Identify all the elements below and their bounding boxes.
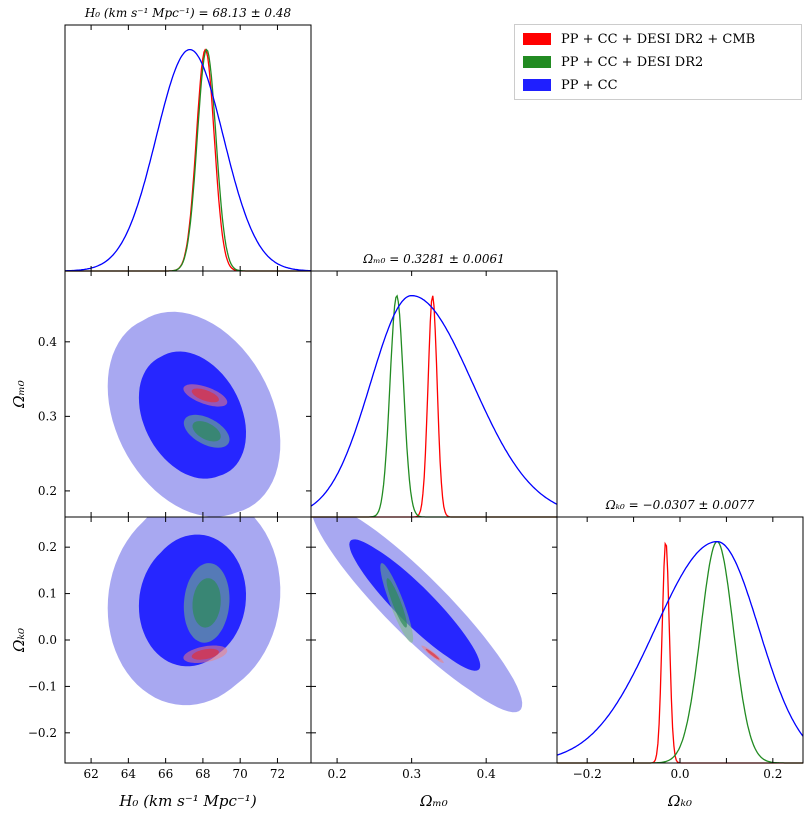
tick-label: 0.2 (328, 767, 347, 781)
legend-entry: PP + CC + DESI DR2 (523, 52, 703, 72)
legend-swatch-blue (523, 79, 551, 91)
tick-label: 72 (270, 767, 285, 781)
axis-ticks: 62 64 66 68 70 72 0.2 0.3 0.4 −0.2 0.0 0.2 0.2 0.3 0.4… (28, 25, 782, 781)
marginal-curve-blue (65, 48, 312, 272)
xlabel-ok0: Ωₖ₀ (667, 792, 692, 810)
panel-h0-marginal (65, 48, 312, 272)
tick-label: 0.4 (477, 767, 496, 781)
panel-ok0-marginal (556, 540, 804, 764)
marginal-curve-blue (556, 540, 804, 756)
contour-1sigma-green (192, 421, 221, 442)
contour-1sigma-red (191, 648, 219, 660)
tick-label: 64 (121, 767, 137, 781)
panel-h0-ok0-contours (107, 517, 281, 706)
tick-label: −0.1 (28, 679, 57, 693)
title-ok0: Ωₖ₀ = −0.0307 ± 0.0077 (605, 498, 755, 512)
tick-label: −0.2 (28, 726, 57, 740)
tick-label: 0.1 (38, 587, 57, 601)
contour-1sigma-green (192, 578, 221, 628)
legend-swatch-green (523, 56, 551, 68)
panel-om0-marginal (310, 294, 558, 518)
tick-label: 66 (158, 767, 173, 781)
legend-label: PP + CC (561, 77, 618, 93)
ylabel-om0: Ωₘ₀ (10, 380, 28, 409)
tick-label: 0.3 (402, 767, 421, 781)
xlabel-om0: Ωₘ₀ (419, 792, 448, 810)
legend-entry: PP + CC (523, 75, 618, 95)
contour-1sigma-red (191, 388, 219, 403)
tick-label: 0.2 (763, 767, 782, 781)
tick-label: 62 (83, 767, 98, 781)
marginal-curve-green (311, 294, 557, 518)
legend-swatch-red (523, 33, 551, 45)
tick-label: 0.0 (670, 767, 689, 781)
marginal-curve-red (311, 295, 557, 518)
tick-label: 0.4 (38, 335, 57, 349)
tick-label: 70 (233, 767, 248, 781)
tick-label: 0.3 (38, 409, 57, 423)
marginal-curve-blue (310, 294, 558, 507)
legend-label: PP + CC + DESI DR2 (561, 54, 704, 70)
contour-1sigma-green (386, 578, 407, 628)
contour-1sigma-red (425, 648, 440, 660)
tick-label: 0.2 (38, 540, 57, 554)
tick-label: 0.0 (38, 633, 57, 647)
legend-entry: PP + CC + DESI DR2 + CMB (523, 29, 755, 49)
legend: PP + CC + DESI DR2 + CMB PP + CC + DESI … (514, 24, 802, 100)
panel-h0-om0-contours (107, 311, 281, 517)
title-h0: H₀ (km s⁻¹ Mpc⁻¹) = 68.13 ± 0.48 (84, 6, 292, 20)
tick-label: 0.2 (38, 484, 57, 498)
ylabel-ok0: Ωₖ₀ (10, 628, 28, 653)
xlabel-h0: H₀ (km s⁻¹ Mpc⁻¹) (118, 792, 256, 810)
panel-om0-ok0-contours (312, 517, 523, 713)
title-om0: Ωₘ₀ = 0.3281 ± 0.0061 (362, 252, 504, 266)
frame-ok0 (556, 516, 804, 764)
tick-label: 68 (195, 767, 210, 781)
contour-1sigma-blue (349, 539, 481, 671)
tick-label: −0.2 (573, 767, 602, 781)
marginal-curve-green (65, 48, 311, 272)
legend-label: PP + CC + DESI DR2 + CMB (561, 31, 756, 47)
